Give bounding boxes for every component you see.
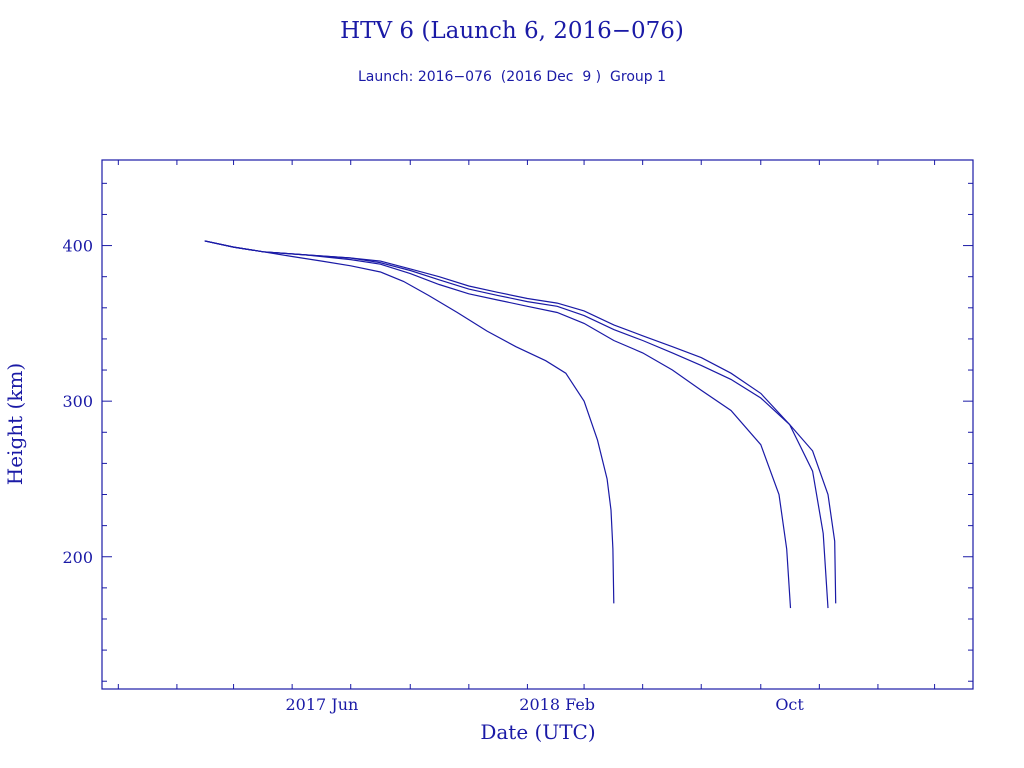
chart-subtitle: Launch: 2016−076 (2016 Dec 9 ) Group 1 <box>358 69 666 85</box>
x-axis-label: Date (UTC) <box>480 720 595 744</box>
series-group <box>204 240 837 609</box>
chart-title: HTV 6 (Launch 6, 2016−076) <box>340 18 684 44</box>
y-axis-label: Height (km) <box>3 363 27 485</box>
x-tick-label: 2018 Feb <box>519 695 595 714</box>
axis-ticks <box>102 160 973 689</box>
y-tick-label: 200 <box>62 548 93 567</box>
y-tick-label: 400 <box>62 237 93 256</box>
series-line-4 <box>204 240 837 604</box>
series-line-2 <box>204 240 792 609</box>
y-tick-labels: 200 300 400 <box>62 237 93 567</box>
x-tick-labels: 2017 Jun 2018 Feb Oct <box>285 695 804 714</box>
y-tick-label: 300 <box>62 392 93 411</box>
series-line-1 <box>204 240 615 604</box>
x-tick-label: Oct <box>775 695 804 714</box>
plot-frame <box>101 159 974 690</box>
x-tick-label: 2017 Jun <box>285 695 358 714</box>
